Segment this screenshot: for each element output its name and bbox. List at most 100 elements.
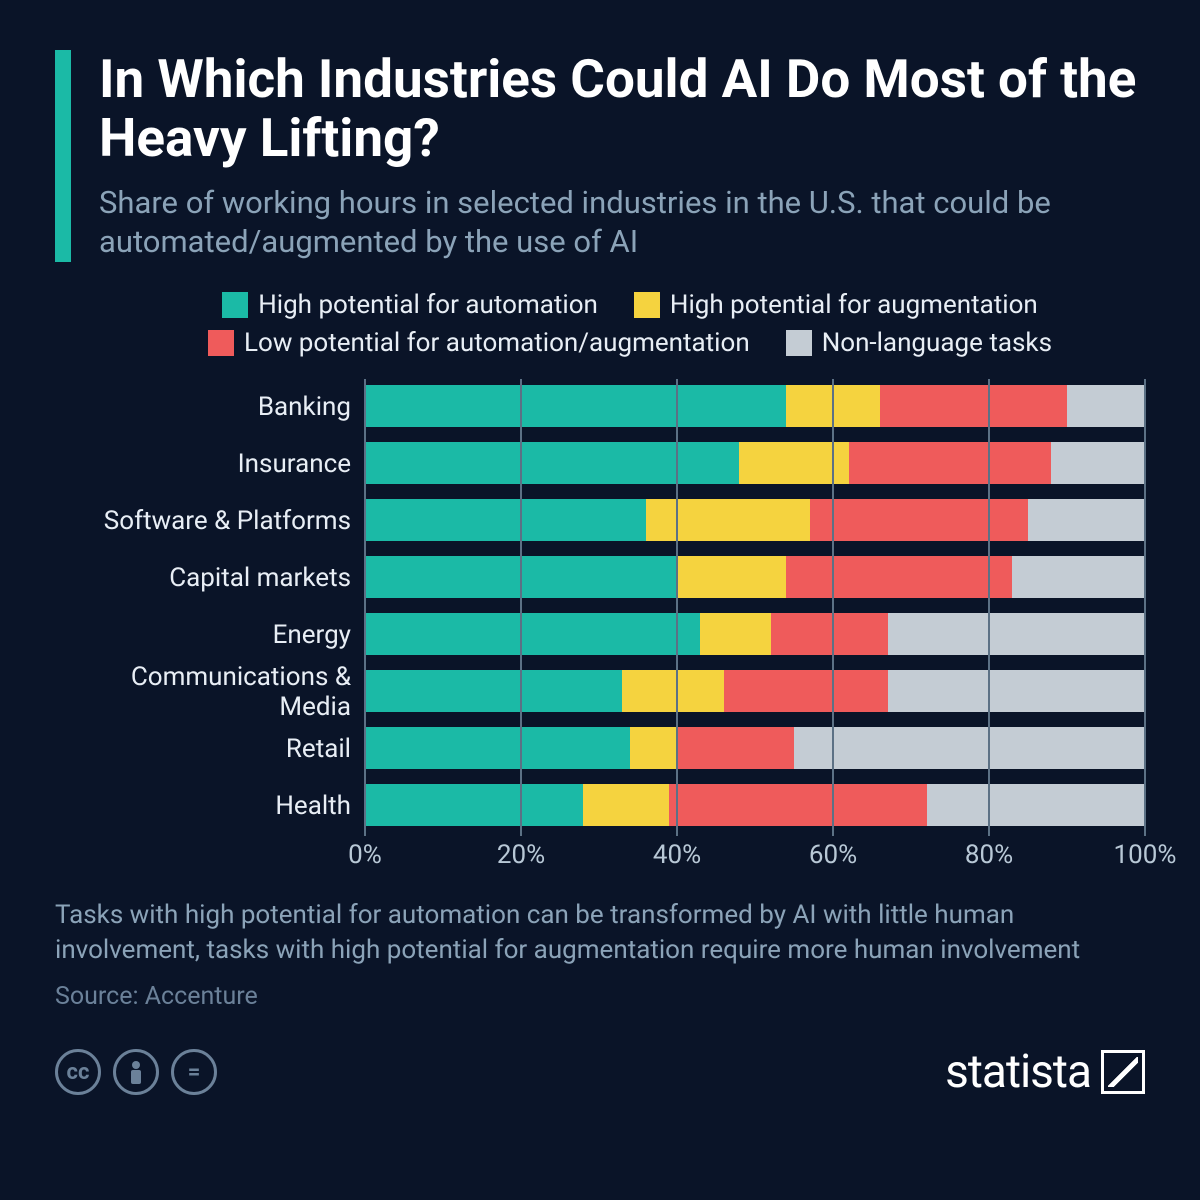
bar-zone — [365, 549, 1145, 606]
axis-tick-label: 60% — [809, 840, 857, 870]
bar-segment — [810, 499, 1028, 541]
legend-item: Low potential for automation/augmentatio… — [208, 328, 750, 358]
chart-row: Software & Platforms — [55, 492, 1145, 549]
bar-segment — [771, 613, 888, 655]
chart-row: Energy — [55, 606, 1145, 663]
legend-swatch — [634, 292, 660, 318]
legend: High potential for automation High potent… — [55, 290, 1145, 358]
bar-segment — [700, 613, 770, 655]
chart-row: Retail — [55, 720, 1145, 777]
bar-segment — [646, 499, 810, 541]
brand-text: statista — [945, 1045, 1091, 1099]
gridline — [832, 379, 834, 836]
bar-zone — [365, 492, 1145, 549]
bar-segment — [1012, 556, 1145, 598]
by-icon — [113, 1049, 159, 1095]
axis-tick-label: 0% — [348, 840, 382, 870]
bar-segment — [583, 784, 669, 826]
legend-item: Non-language tasks — [786, 328, 1052, 358]
category-label: Energy — [55, 620, 365, 650]
bar-segment — [888, 670, 1145, 712]
legend-swatch — [786, 330, 812, 356]
bar-segment — [786, 556, 1012, 598]
bar-segment — [630, 727, 677, 769]
chart-row: Communications & Media — [55, 663, 1145, 720]
cc-icon: cc — [55, 1049, 101, 1095]
chart-row: Capital markets — [55, 549, 1145, 606]
bar-zone — [365, 606, 1145, 663]
chart-row: Banking — [55, 378, 1145, 435]
chart-title: In Which Industries Could AI Do Most of … — [99, 50, 1145, 169]
stacked-bar — [365, 784, 1145, 826]
axis-tick-label: 100% — [1114, 840, 1177, 870]
titles: In Which Industries Could AI Do Most of … — [99, 50, 1145, 262]
bar-segment — [365, 442, 739, 484]
stacked-bar — [365, 499, 1145, 541]
stacked-bar-chart: Banking Insurance Software & Platforms Capi… — [55, 378, 1145, 876]
stacked-bar — [365, 727, 1145, 769]
brand-mark-icon — [1101, 1050, 1145, 1094]
stacked-bar — [365, 670, 1145, 712]
bar-segment — [1051, 442, 1145, 484]
legend-item: High potential for augmentation — [634, 290, 1038, 320]
footer: cc = statista — [55, 1045, 1145, 1099]
bar-segment — [880, 385, 1067, 427]
chart-row: Insurance — [55, 435, 1145, 492]
bar-segment — [888, 613, 1145, 655]
footnote: Tasks with high potential for automation… — [55, 898, 1145, 968]
gridline — [364, 379, 366, 836]
category-label: Communications & Media — [55, 662, 365, 722]
chart-rows: Banking Insurance Software & Platforms Capi… — [55, 378, 1145, 834]
bar-segment — [365, 613, 700, 655]
gridline — [520, 379, 522, 836]
category-label: Software & Platforms — [55, 506, 365, 536]
legend-swatch — [222, 292, 248, 318]
stacked-bar — [365, 556, 1145, 598]
legend-label: Non-language tasks — [822, 328, 1052, 358]
category-label: Capital markets — [55, 563, 365, 593]
bar-segment — [724, 670, 888, 712]
accent-bar — [55, 50, 71, 262]
bar-zone — [365, 777, 1145, 834]
nd-icon: = — [171, 1049, 217, 1095]
bar-segment — [622, 670, 723, 712]
axis-tick-label: 20% — [497, 840, 545, 870]
gridline — [988, 379, 990, 836]
bar-segment — [1067, 385, 1145, 427]
x-axis: 0%20%40%60%80%100% — [55, 836, 1145, 876]
category-label: Banking — [55, 392, 365, 422]
bar-segment — [1028, 499, 1145, 541]
legend-label: High potential for augmentation — [670, 290, 1038, 320]
bar-segment — [365, 727, 630, 769]
header: In Which Industries Could AI Do Most of … — [55, 50, 1145, 262]
axis-tick-label: 80% — [965, 840, 1013, 870]
category-label: Retail — [55, 734, 365, 764]
bar-segment — [927, 784, 1145, 826]
stacked-bar — [365, 613, 1145, 655]
legend-label: High potential for automation — [258, 290, 598, 320]
bar-segment — [365, 499, 646, 541]
legend-item: High potential for automation — [222, 290, 598, 320]
legend-label: Low potential for automation/augmentatio… — [244, 328, 750, 358]
source-label: Source: Accenture — [55, 982, 1145, 1011]
bar-segment — [669, 784, 926, 826]
bar-zone — [365, 720, 1145, 777]
license-icons: cc = — [55, 1049, 217, 1095]
gridline — [1144, 379, 1146, 836]
bar-segment — [365, 784, 583, 826]
axis-tick-label: 40% — [653, 840, 701, 870]
bar-zone — [365, 378, 1145, 435]
bar-segment — [365, 670, 622, 712]
chart-subtitle: Share of working hours in selected indus… — [99, 183, 1145, 262]
brand-logo: statista — [945, 1045, 1145, 1099]
legend-swatch — [208, 330, 234, 356]
gridline — [676, 379, 678, 836]
bar-segment — [794, 727, 1145, 769]
bar-segment — [365, 385, 786, 427]
stacked-bar — [365, 385, 1145, 427]
bar-zone — [365, 663, 1145, 720]
bar-segment — [849, 442, 1052, 484]
category-label: Health — [55, 791, 365, 821]
bar-segment — [677, 727, 794, 769]
bar-zone — [365, 435, 1145, 492]
